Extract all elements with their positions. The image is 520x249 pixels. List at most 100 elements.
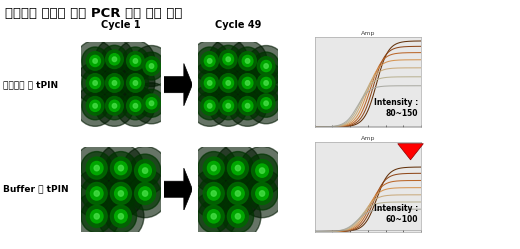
Circle shape [149, 101, 154, 106]
Circle shape [197, 47, 223, 75]
Circle shape [86, 183, 107, 204]
Text: 동결건조 된 tPIN: 동결건조 된 tPIN [3, 80, 58, 89]
Circle shape [93, 104, 97, 108]
Circle shape [226, 81, 230, 85]
Circle shape [215, 45, 241, 73]
Circle shape [227, 183, 249, 204]
Circle shape [215, 192, 261, 241]
Circle shape [207, 81, 212, 85]
Polygon shape [164, 168, 192, 210]
Circle shape [253, 69, 279, 97]
Circle shape [90, 100, 100, 111]
Circle shape [211, 165, 216, 171]
Circle shape [81, 152, 112, 185]
Circle shape [264, 64, 268, 68]
Circle shape [86, 157, 107, 179]
Circle shape [227, 205, 249, 227]
Circle shape [130, 77, 141, 89]
Circle shape [227, 157, 249, 179]
Circle shape [90, 210, 103, 223]
Circle shape [198, 200, 229, 233]
Circle shape [138, 89, 165, 117]
Circle shape [246, 62, 285, 103]
Circle shape [204, 100, 215, 111]
Circle shape [116, 85, 155, 126]
Circle shape [191, 169, 237, 218]
Circle shape [129, 154, 161, 187]
Circle shape [142, 57, 160, 75]
Polygon shape [398, 144, 423, 160]
Circle shape [219, 97, 237, 115]
Circle shape [245, 59, 250, 63]
Circle shape [122, 92, 149, 120]
Circle shape [191, 192, 237, 241]
Circle shape [74, 144, 120, 192]
Circle shape [149, 64, 154, 68]
Text: Intensity :
80~150: Intensity : 80~150 [374, 98, 418, 118]
Circle shape [130, 55, 141, 66]
Circle shape [114, 161, 127, 175]
Circle shape [94, 165, 99, 171]
Circle shape [94, 214, 99, 219]
Circle shape [105, 200, 137, 233]
Circle shape [118, 214, 124, 219]
Circle shape [222, 152, 254, 185]
Circle shape [264, 81, 268, 85]
Circle shape [122, 146, 168, 195]
Circle shape [75, 85, 114, 126]
Circle shape [235, 214, 241, 219]
Circle shape [201, 74, 218, 92]
Circle shape [198, 152, 229, 185]
Circle shape [190, 62, 229, 103]
Circle shape [146, 98, 157, 109]
Circle shape [122, 69, 149, 97]
Circle shape [191, 144, 237, 192]
Circle shape [95, 85, 134, 126]
Circle shape [253, 52, 279, 80]
Circle shape [94, 191, 99, 196]
Circle shape [246, 46, 285, 86]
Circle shape [257, 74, 275, 92]
Circle shape [101, 92, 128, 120]
Circle shape [81, 177, 112, 210]
Circle shape [231, 210, 244, 223]
Circle shape [242, 77, 253, 89]
Circle shape [252, 160, 272, 182]
Circle shape [109, 77, 120, 89]
Circle shape [211, 214, 216, 219]
Circle shape [118, 191, 124, 196]
Circle shape [235, 47, 261, 75]
Circle shape [118, 165, 124, 171]
Circle shape [226, 104, 230, 108]
Circle shape [75, 41, 114, 81]
Circle shape [231, 187, 244, 200]
Circle shape [207, 104, 212, 108]
Circle shape [82, 92, 108, 120]
Circle shape [132, 46, 171, 86]
Circle shape [252, 183, 272, 204]
Title: Amp: Amp [361, 31, 375, 36]
Circle shape [90, 161, 103, 175]
Circle shape [245, 104, 250, 108]
Circle shape [133, 81, 138, 85]
Circle shape [197, 69, 223, 97]
Circle shape [228, 62, 267, 103]
Circle shape [246, 83, 285, 124]
Circle shape [264, 101, 268, 106]
Circle shape [190, 41, 229, 81]
Circle shape [126, 52, 144, 70]
Circle shape [95, 62, 134, 103]
Circle shape [239, 146, 285, 195]
Circle shape [223, 100, 233, 111]
Circle shape [201, 97, 218, 115]
Circle shape [242, 100, 253, 111]
Circle shape [198, 177, 229, 210]
Circle shape [142, 168, 148, 173]
Circle shape [135, 160, 155, 182]
Circle shape [207, 59, 212, 63]
Circle shape [110, 157, 132, 179]
Circle shape [223, 77, 233, 89]
Circle shape [122, 47, 149, 75]
Circle shape [207, 210, 220, 223]
Circle shape [75, 62, 114, 103]
